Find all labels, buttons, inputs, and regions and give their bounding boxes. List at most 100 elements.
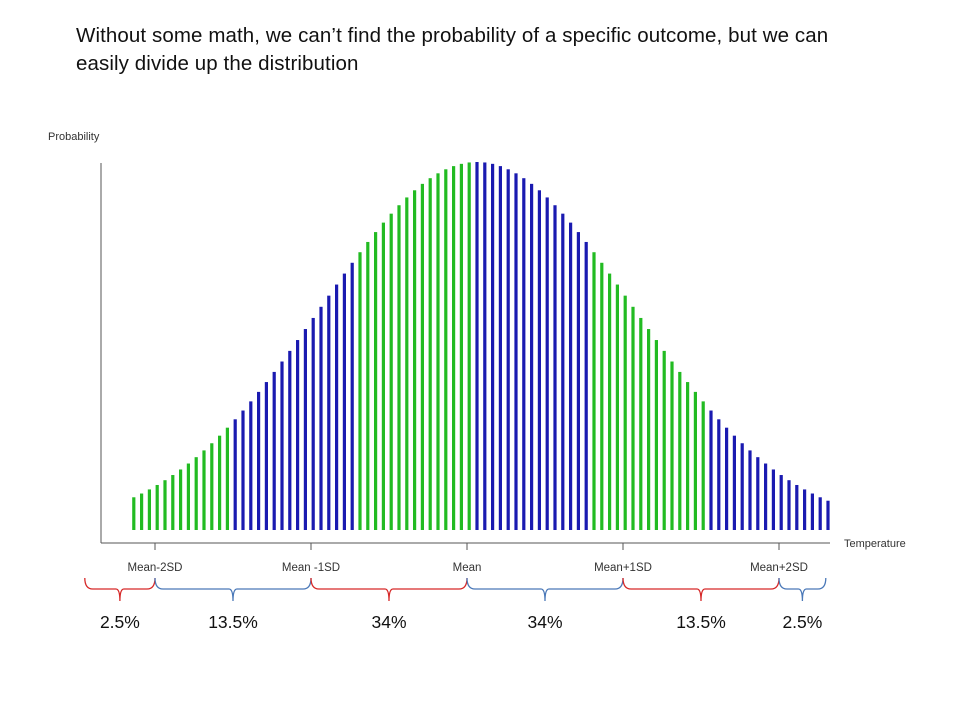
bar	[210, 443, 214, 530]
bar	[545, 197, 549, 530]
percent-label: 34%	[527, 612, 562, 632]
bar	[561, 213, 565, 530]
brackets-group: 2.5% 13.5% 34% 34% 13.5% 2.5%	[84, 577, 827, 632]
brace-bracket	[154, 577, 312, 602]
brace-bracket	[778, 577, 827, 602]
bar	[475, 162, 479, 530]
bar	[732, 435, 736, 530]
bar	[264, 382, 268, 530]
bar	[405, 197, 409, 530]
x-tick-label: Mean+1SD	[594, 562, 652, 574]
bar	[303, 329, 307, 530]
y-axis-label: Probability	[48, 131, 100, 143]
brace-bracket	[622, 577, 780, 602]
bar	[358, 252, 362, 530]
percent-label: 2.5%	[100, 612, 140, 632]
bar	[218, 435, 222, 530]
bar	[608, 273, 612, 530]
brace-bracket	[310, 577, 468, 602]
bar	[740, 443, 744, 530]
bar	[459, 163, 463, 530]
bar	[233, 419, 237, 530]
brace-bracket	[466, 577, 624, 602]
x-tick-label: Mean	[453, 562, 482, 574]
bar	[498, 166, 502, 530]
bar	[584, 241, 588, 530]
x-tick-label: Mean-2SD	[128, 562, 183, 574]
bar	[693, 391, 697, 530]
bar	[202, 450, 206, 530]
bar	[756, 457, 760, 530]
bar	[810, 493, 814, 530]
x-tick-label: Mean+2SD	[750, 562, 808, 574]
bar	[647, 329, 651, 530]
percent-label: 13.5%	[208, 612, 258, 632]
bar	[319, 306, 323, 530]
tick-labels-group: Mean-2SD Mean -1SD Mean Mean+1SD Mean+2SD	[128, 562, 808, 574]
bar	[311, 317, 315, 530]
axes-group	[100, 163, 830, 550]
bar	[413, 190, 417, 531]
bar	[725, 427, 729, 530]
bar	[717, 419, 721, 530]
slide-title: Without some math, we can’t find the pro…	[76, 24, 829, 75]
bar	[803, 489, 807, 530]
bar	[506, 169, 510, 531]
bar	[186, 463, 190, 530]
bar	[280, 361, 284, 530]
bar	[553, 205, 557, 531]
bar	[483, 162, 487, 530]
bar	[140, 493, 144, 530]
bar	[420, 183, 424, 531]
percent-label: 13.5%	[676, 612, 726, 632]
bar	[662, 350, 666, 530]
bar	[327, 295, 331, 530]
bar	[171, 475, 175, 530]
bar	[366, 241, 370, 530]
bar	[600, 262, 604, 530]
bar	[576, 232, 580, 530]
bar	[654, 340, 658, 530]
bar	[428, 178, 432, 530]
bar	[764, 463, 768, 530]
bar	[514, 173, 518, 530]
bar	[436, 173, 440, 530]
bar	[467, 162, 471, 530]
bar	[342, 273, 346, 530]
bar	[194, 457, 198, 530]
bar	[147, 489, 151, 530]
percent-label: 2.5%	[782, 612, 822, 632]
bar	[155, 484, 159, 530]
bar	[592, 252, 596, 530]
bar	[296, 340, 300, 530]
bar	[686, 382, 690, 530]
bar	[787, 480, 791, 530]
bar	[623, 295, 627, 530]
bar	[389, 213, 393, 530]
bar	[615, 284, 619, 530]
bar	[257, 391, 261, 530]
bar	[537, 190, 541, 531]
brace-bracket	[84, 577, 156, 602]
bar	[272, 371, 276, 530]
bar	[771, 469, 775, 530]
percent-label: 34%	[371, 612, 406, 632]
bar	[818, 497, 822, 530]
bar	[335, 284, 339, 530]
bar	[225, 427, 229, 530]
x-axis-label: Temperature	[844, 538, 906, 550]
bar	[631, 306, 635, 530]
bar	[779, 475, 783, 530]
bar	[491, 163, 495, 530]
bar	[163, 480, 167, 530]
bar	[288, 350, 292, 530]
bar	[444, 169, 448, 531]
bar	[397, 205, 401, 531]
bar	[795, 484, 799, 530]
bar	[179, 469, 183, 530]
bar	[639, 317, 643, 530]
bar	[748, 450, 752, 530]
x-tick-label: Mean -1SD	[282, 562, 340, 574]
bar	[678, 371, 682, 530]
bar	[381, 222, 385, 530]
